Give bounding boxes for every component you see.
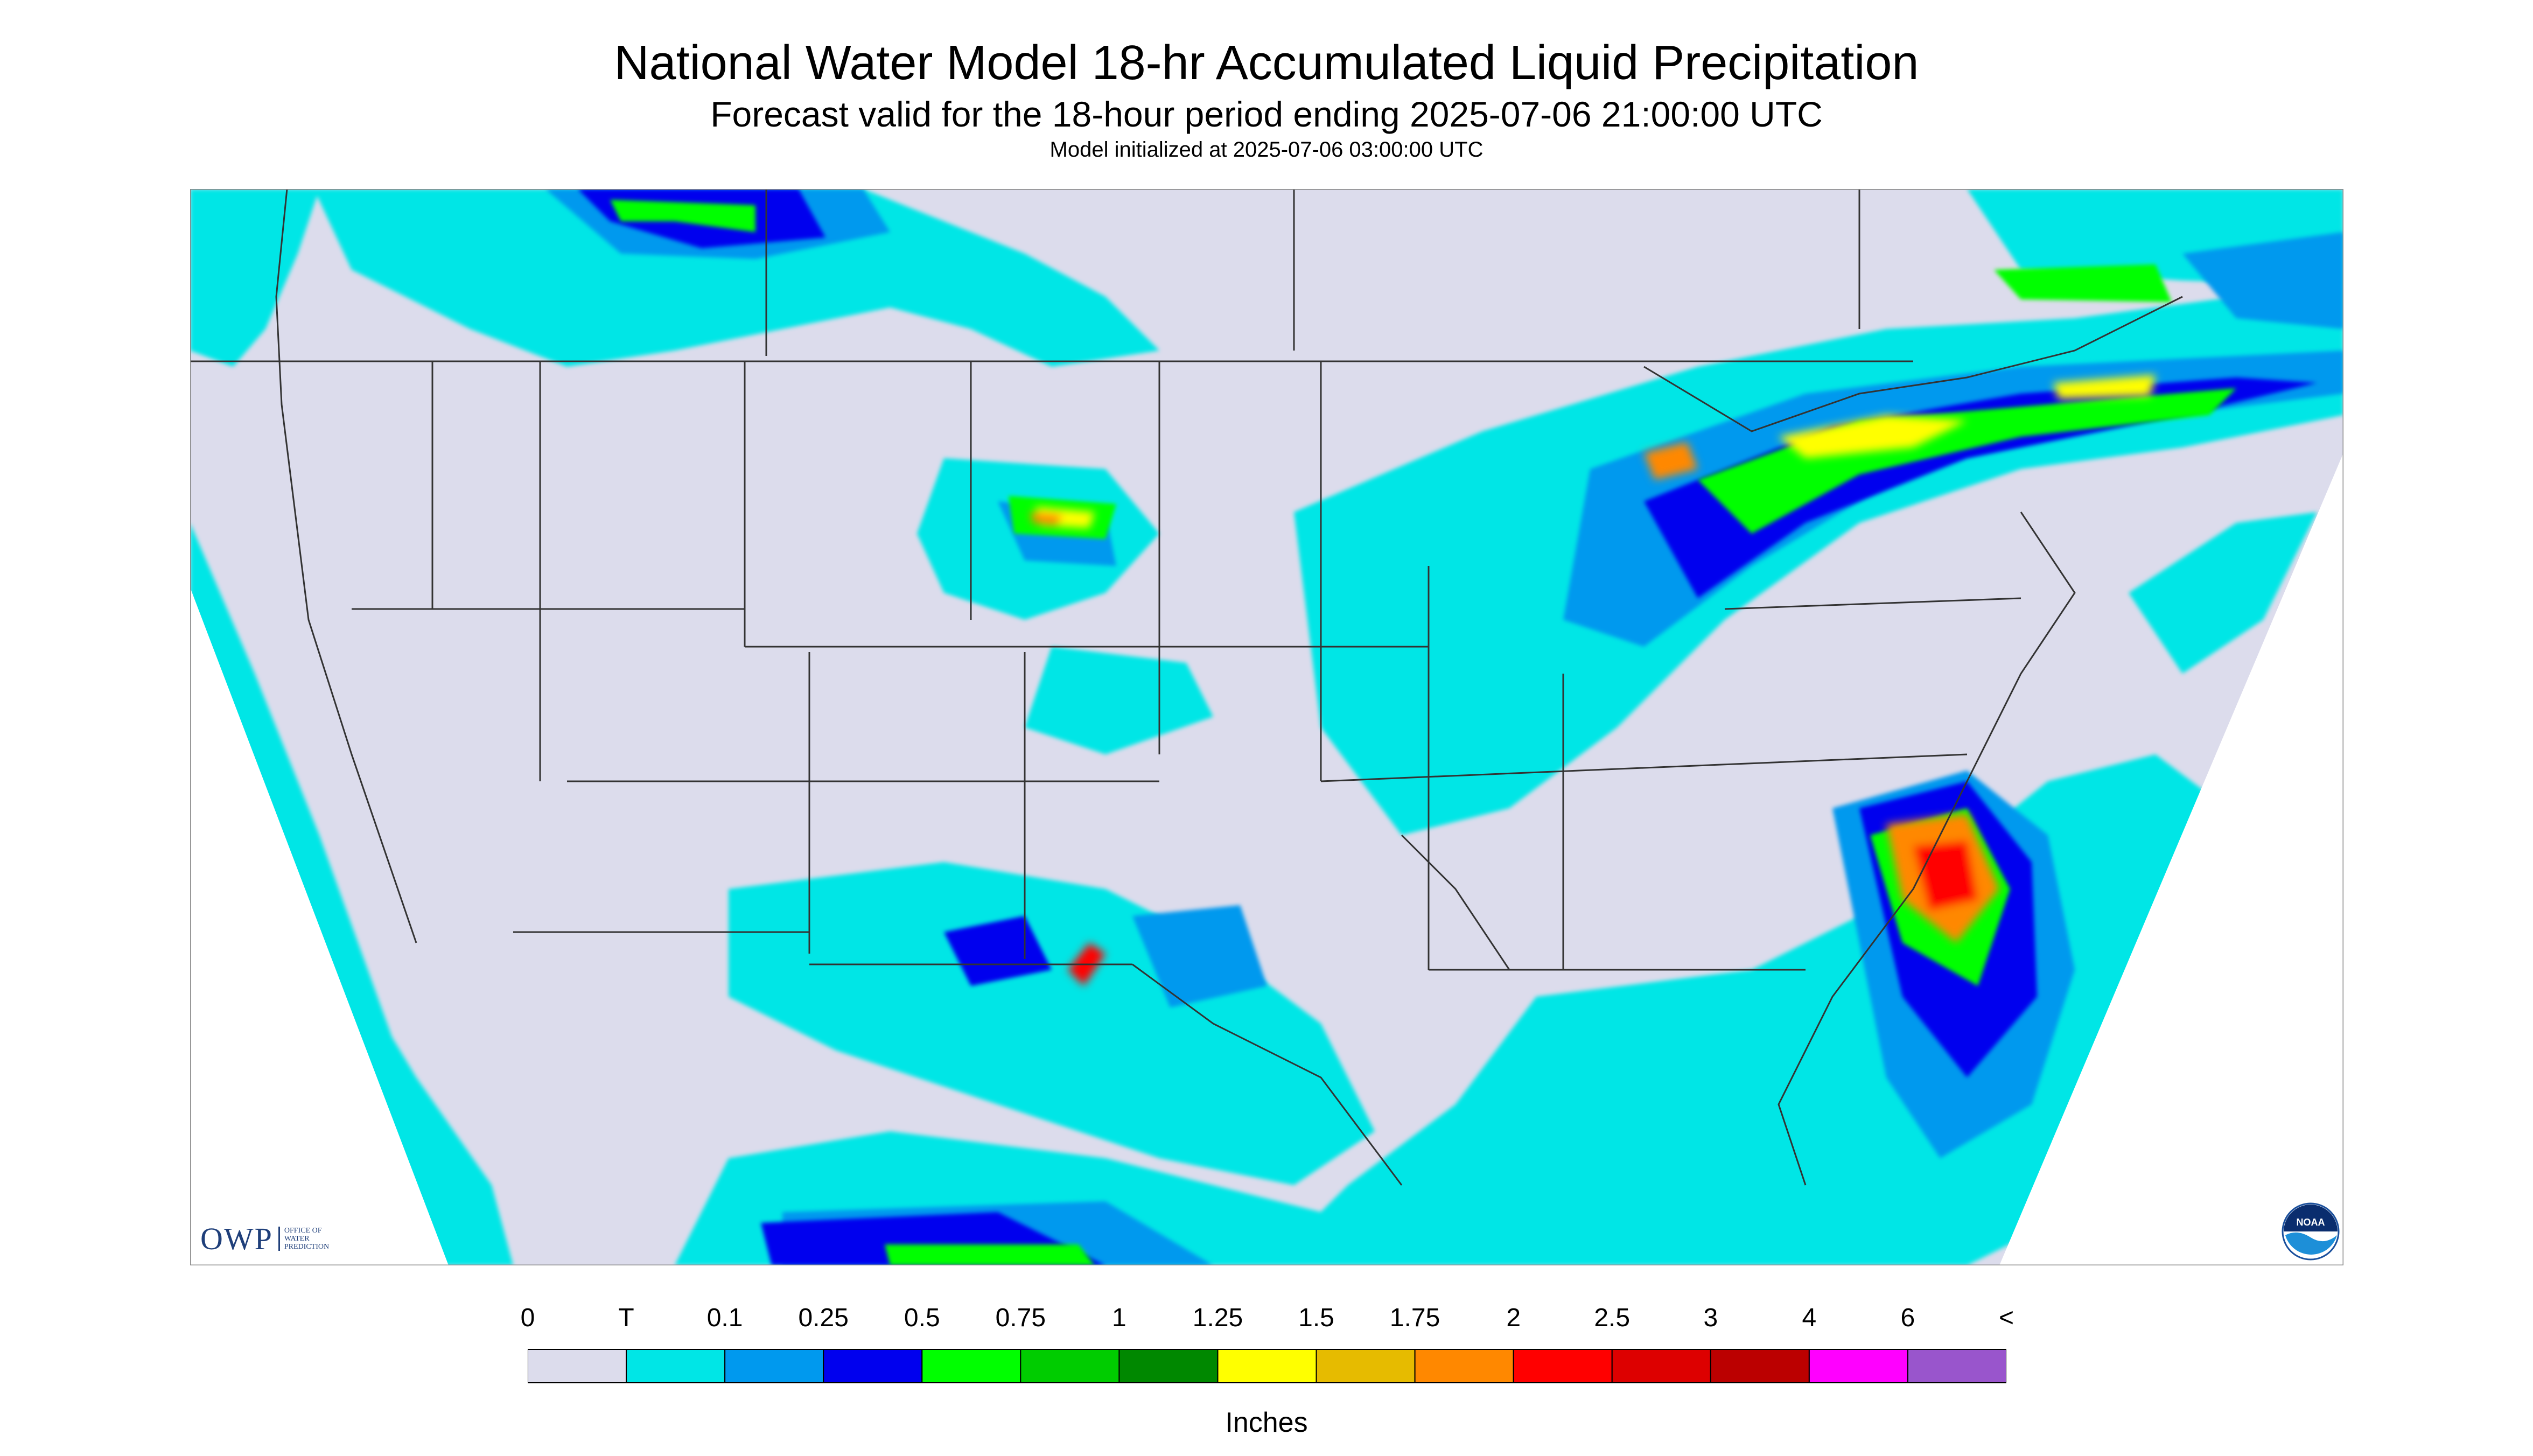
legend-color-box [528,1349,627,1383]
legend-color-box [626,1349,726,1383]
legend-color-box [1611,1349,1711,1383]
legend-units-label: Inches [1225,1407,1308,1438]
map-title: National Water Model 18-hr Accumulated L… [614,36,1919,90]
precip-field-heavy [1030,375,2156,986]
legend-tick-label: 0.75 [995,1304,1046,1332]
owp-logo-subtext: OFFICE OF WATER PREDICTION [278,1226,330,1251]
legend-tick-label: 1 [1112,1304,1126,1332]
legend-color-box [1118,1349,1219,1383]
legend-color-box [1513,1349,1613,1383]
legend-color-box [1414,1349,1514,1383]
precipitation-map [190,189,2343,1265]
owp-sub-line-1: OFFICE OF [284,1226,322,1235]
legend-tick-label: < [1998,1304,2014,1332]
owp-logo-text: OWP [200,1221,273,1256]
legend-color-box [921,1349,1021,1383]
owp-sub-line-3: PREDICTION [284,1242,330,1251]
legend-tick-label: 1.75 [1389,1304,1440,1332]
map-mask-left [190,587,449,1265]
legend-tick-label: 0.5 [904,1304,940,1332]
owp-sub-line-2: WATER [284,1234,310,1243]
legend-tick-label: 0.1 [706,1304,743,1332]
legend-color-box [1217,1349,1317,1383]
init-time-line: Model initialized at 2025-07-06 03:00:00… [1049,138,1484,162]
legend-tick-label: 1.25 [1192,1304,1243,1332]
legend-color-box [1020,1349,1120,1383]
legend-tick-label: 2.5 [1594,1304,1631,1332]
legend-tick-label: T [618,1304,634,1332]
owp-logo: OWP OFFICE OF WATER PREDICTION [200,1221,330,1256]
noaa-logo-text: NOAA [2297,1217,2325,1228]
legend-tick-label: 0 [520,1304,535,1332]
legend-color-box [1710,1349,1810,1383]
legend-color-box [1907,1349,2006,1383]
precip-color-legend [528,1349,2006,1383]
legend-tick-label: 3 [1703,1304,1718,1332]
map-border [190,189,2343,1265]
legend-tick-label: 0.25 [798,1304,849,1332]
noaa-logo: NOAA [2282,1202,2340,1261]
political-boundaries [190,189,2183,1186]
legend-color-box [1316,1349,1416,1383]
legend-tick-label: 6 [1900,1304,1915,1332]
legend-tick-label: 2 [1506,1304,1521,1332]
map-mask-right [1999,453,2343,1265]
legend-color-box [724,1349,824,1383]
legend-color-box [823,1349,923,1383]
legend-tick-label: 4 [1802,1304,1817,1332]
legend-color-box [1808,1349,1908,1383]
legend-tick-label: 1.5 [1298,1304,1334,1332]
map-subtitle: Forecast valid for the 18-hour period en… [710,94,1823,134]
